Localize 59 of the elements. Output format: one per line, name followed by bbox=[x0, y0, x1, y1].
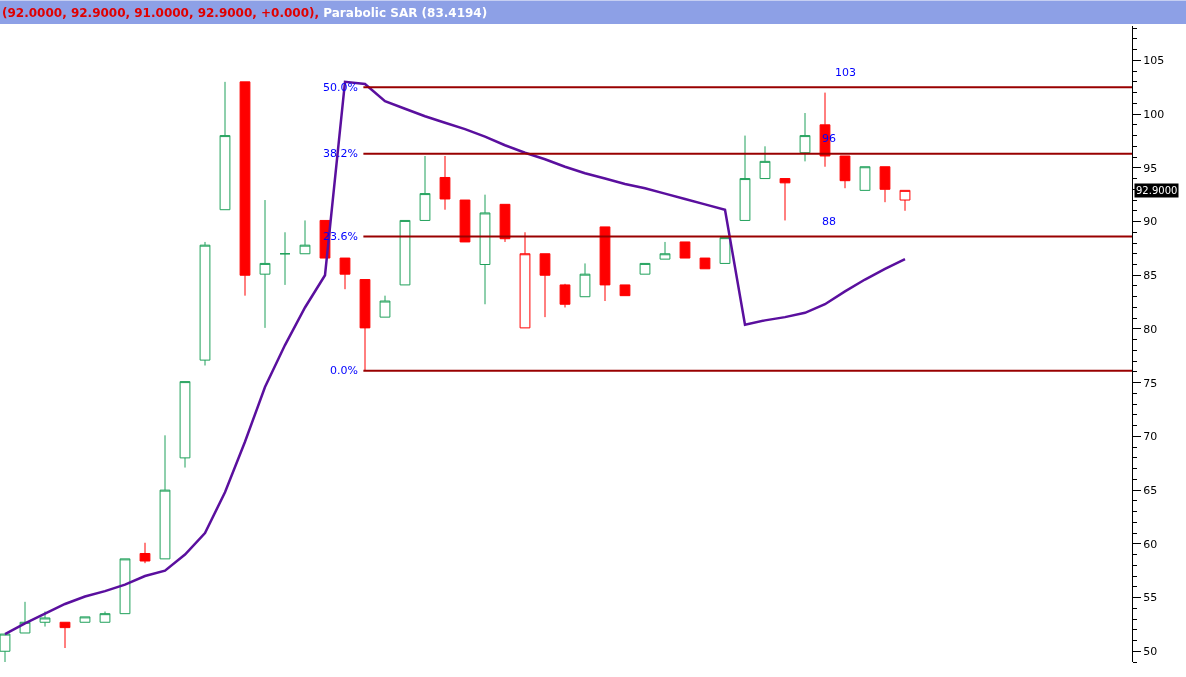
candlestick bbox=[419, 155, 431, 221]
candlestick bbox=[139, 542, 151, 564]
chart-title: (92.0000, 92.9000, 91.0000, 92.9000, +0.000), bbox=[2, 6, 320, 20]
annotation: 92.9000 bbox=[1136, 185, 1178, 196]
candlestick bbox=[359, 279, 371, 372]
candlestick bbox=[499, 203, 511, 243]
annotation: 88 bbox=[822, 215, 836, 228]
y-tick-label: 70 bbox=[1143, 430, 1158, 444]
candlestick bbox=[839, 155, 851, 189]
candlestick bbox=[859, 166, 871, 191]
candlestick bbox=[219, 81, 231, 211]
candlestick bbox=[539, 253, 551, 318]
candlestick bbox=[399, 219, 411, 286]
y-tick-label: 60 bbox=[1143, 537, 1158, 551]
y-tick-label: 50 bbox=[1143, 645, 1158, 659]
annotation: 103 bbox=[835, 66, 856, 79]
candlestick bbox=[659, 241, 671, 260]
candlestick bbox=[639, 262, 651, 275]
candlestick bbox=[679, 241, 691, 259]
y-tick-label: 55 bbox=[1143, 591, 1158, 605]
chart-subtitle: Parabolic SAR (83.4194) bbox=[323, 6, 488, 20]
candlestick bbox=[759, 145, 771, 180]
candlestick bbox=[479, 194, 491, 305]
y-tick-label: 95 bbox=[1143, 161, 1158, 175]
annotation: 0.0% bbox=[330, 364, 358, 377]
candlestick bbox=[579, 262, 591, 298]
y-tick-label: 80 bbox=[1143, 322, 1158, 336]
candlestick bbox=[179, 381, 191, 469]
candlestick bbox=[199, 241, 211, 366]
y-tick-label: 105 bbox=[1143, 54, 1165, 68]
y-tick-label: 90 bbox=[1143, 215, 1158, 229]
candlestick bbox=[799, 112, 811, 162]
candlestick bbox=[339, 257, 351, 290]
candlestick bbox=[159, 434, 171, 560]
candlestick bbox=[619, 284, 631, 297]
candlestick bbox=[879, 166, 891, 203]
candlestick bbox=[739, 135, 751, 221]
y-tick-label: 65 bbox=[1143, 483, 1158, 497]
candlestick bbox=[79, 616, 91, 623]
candlestick bbox=[239, 81, 251, 297]
candlestick bbox=[899, 189, 911, 212]
candlestick bbox=[379, 295, 391, 318]
candlestick bbox=[59, 621, 71, 649]
candlestick bbox=[439, 155, 451, 211]
candlestick bbox=[119, 558, 131, 615]
candlestick bbox=[719, 237, 731, 264]
candlestick bbox=[559, 283, 571, 308]
candlestick bbox=[699, 257, 711, 270]
candlestick bbox=[519, 231, 531, 329]
candlestick bbox=[299, 219, 311, 255]
y-tick-label: 85 bbox=[1143, 269, 1158, 283]
candlestick bbox=[599, 226, 611, 302]
y-tick-label: 100 bbox=[1143, 107, 1165, 121]
candlestick bbox=[459, 199, 471, 243]
candlestick bbox=[259, 199, 271, 329]
line-series bbox=[3, 80, 907, 636]
candlestick bbox=[779, 178, 791, 221]
y-tick-label: 75 bbox=[1143, 376, 1158, 390]
candlestick bbox=[99, 611, 111, 623]
